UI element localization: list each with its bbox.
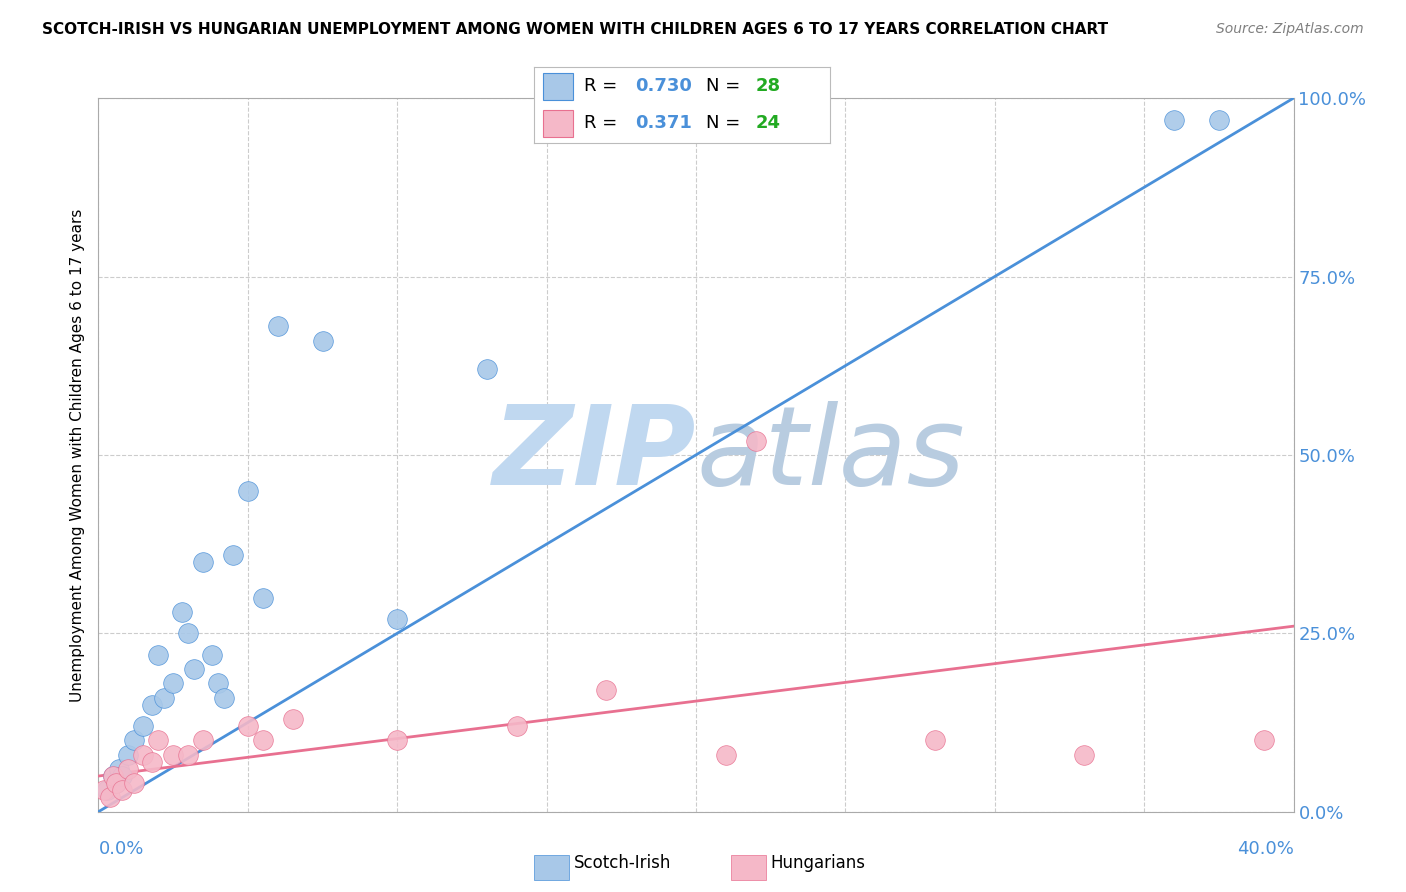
Point (191, 733, 214, 747)
Point (162, 676, 184, 690)
Point (124, 776, 146, 790)
Text: Scotch-Irish: Scotch-Irish (574, 855, 671, 872)
Point (111, 783, 134, 797)
Text: 0.730: 0.730 (634, 77, 692, 95)
Text: 40.0%: 40.0% (1237, 840, 1294, 858)
Point (212, 690, 235, 705)
Point (93, 783, 115, 797)
Point (1208, 112, 1230, 127)
Point (105, 776, 128, 790)
Text: N =: N = (706, 114, 745, 132)
Point (148, 648, 170, 662)
Point (222, 548, 245, 562)
Text: atlas: atlas (696, 401, 965, 508)
Text: Source: ZipAtlas.com: Source: ZipAtlas.com (1216, 22, 1364, 37)
Point (191, 555, 214, 569)
Point (108, 762, 131, 776)
Y-axis label: Unemployment Among Women with Children Ages 6 to 17 years: Unemployment Among Women with Children A… (69, 208, 84, 702)
Point (252, 591, 274, 605)
Point (172, 605, 194, 619)
Point (924, 733, 946, 747)
Point (177, 747, 200, 762)
Text: ZIP: ZIP (492, 401, 696, 508)
Point (201, 648, 224, 662)
Point (141, 698, 163, 712)
Text: 24: 24 (756, 114, 780, 132)
Point (132, 719, 155, 733)
Point (252, 733, 274, 747)
Text: N =: N = (706, 77, 745, 95)
Point (117, 762, 139, 776)
Text: 0.0%: 0.0% (98, 840, 143, 858)
Point (506, 719, 529, 733)
Text: R =: R = (585, 77, 623, 95)
Point (267, 319, 290, 334)
Point (745, 434, 768, 448)
Point (162, 747, 184, 762)
Point (236, 719, 259, 733)
Point (117, 747, 139, 762)
Point (183, 662, 205, 676)
Point (100, 790, 122, 805)
Text: SCOTCH-IRISH VS HUNGARIAN UNEMPLOYMENT AMONG WOMEN WITH CHILDREN AGES 6 TO 17 YE: SCOTCH-IRISH VS HUNGARIAN UNEMPLOYMENT A… (42, 22, 1108, 37)
Point (207, 676, 229, 690)
Text: R =: R = (585, 114, 623, 132)
Point (1073, 747, 1095, 762)
Point (1163, 112, 1185, 127)
Point (385, 733, 409, 747)
Text: 0.371: 0.371 (634, 114, 692, 132)
Point (96, 783, 118, 797)
Point (141, 755, 163, 769)
FancyBboxPatch shape (543, 110, 572, 136)
Text: 28: 28 (756, 77, 780, 95)
Point (177, 626, 200, 640)
Point (111, 769, 134, 783)
Point (236, 483, 259, 498)
Point (714, 747, 737, 762)
Point (105, 776, 128, 790)
Text: Hungarians: Hungarians (770, 855, 866, 872)
Point (475, 362, 498, 376)
Point (103, 769, 125, 783)
Point (1253, 733, 1275, 747)
Point (281, 712, 304, 726)
Point (153, 690, 176, 705)
Point (311, 334, 333, 348)
Point (103, 769, 125, 783)
Point (124, 733, 146, 747)
Point (595, 683, 617, 698)
Point (132, 747, 155, 762)
Point (148, 733, 170, 747)
Point (385, 612, 409, 626)
FancyBboxPatch shape (543, 73, 572, 100)
